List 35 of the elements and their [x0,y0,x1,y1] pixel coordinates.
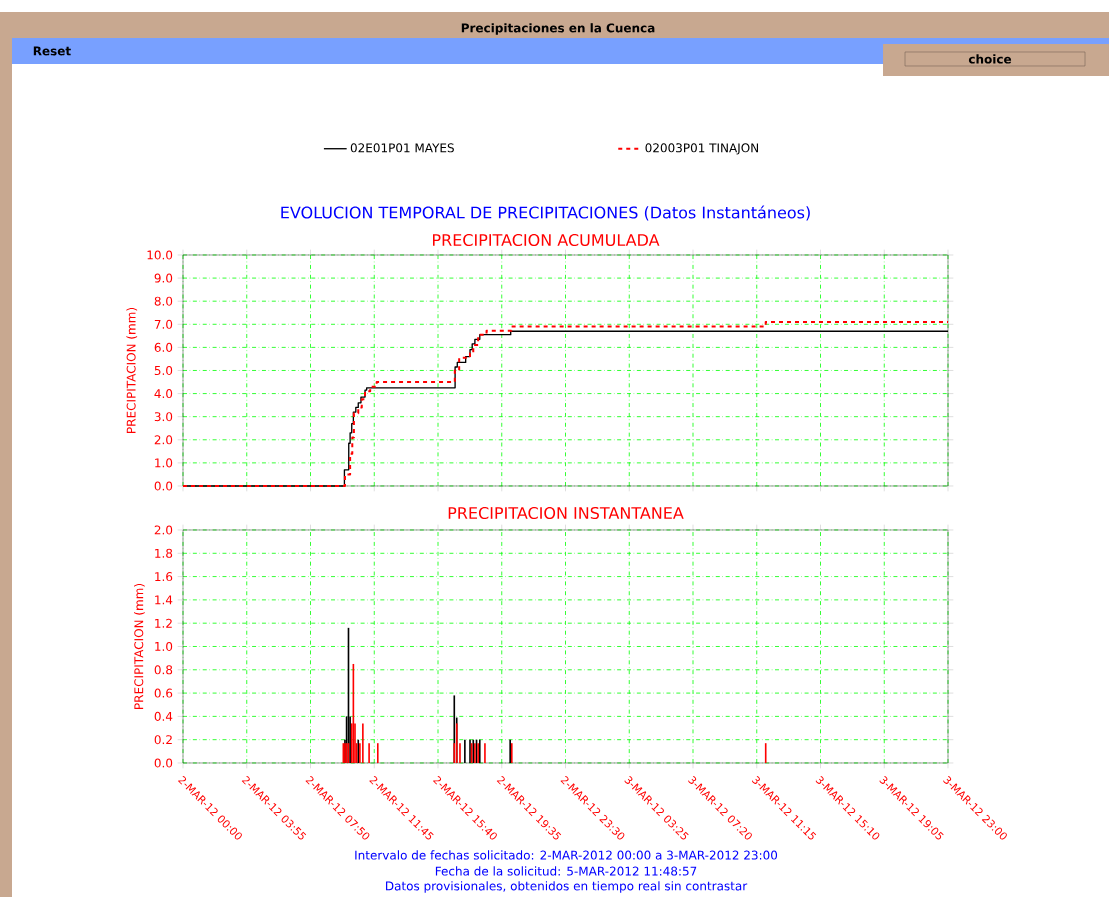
y-tick-label: 5.0 [154,365,173,375]
y-tick-label: 2.0 [154,525,173,535]
y-tick-label: 0.0 [154,481,173,491]
y-tick-label: 1.6 [155,571,173,582]
y-tick-label: 1.2 [155,618,172,628]
y-tick-label: 1.0 [155,641,173,651]
y-tick-label: 0.8 [154,665,173,675]
chart-title: EVOLUCION TEMPORAL DE PRECIPITACIONES (Datos Instantáneos) [281,205,810,221]
y-tick-label: 10.0 [147,250,173,260]
y-tick-label: 1.4 [155,595,173,605]
y-tick-label: 0.2 [154,735,172,745]
text: Intervalo de fechas solicitado: 2-MAR-2012 00:00 a 3-MAR-2012 23:00 [355,850,778,860]
y-tick-label: 1.0 [155,458,173,468]
y-tick-label: 6.0 [154,342,173,352]
y-axis-title: PRECIPITACION (mm) [134,583,145,709]
text: choice [968,54,1012,64]
legend-label: 02E01P01 MAYES [350,143,454,153]
text: Reset [33,46,71,56]
text: Fecha de la solicitud: 5-MAR-2012 11:48:57 [435,866,697,876]
y-tick-label: 2.0 [154,435,173,445]
y-tick-label: 0.6 [154,688,173,698]
chart-subtitle: PRECIPITACION ACUMULADA [433,233,660,246]
legend-label: 02003P01 TINAJON [645,143,758,155]
y-tick-label: 0.0 [154,758,173,768]
y-tick-label: 3.0 [154,412,173,422]
y-tick-label: 8.0 [154,296,173,306]
text: Datos provisionales, obtenidos en tiempo real sin contrastar [386,881,748,893]
y-tick-label: 9.0 [154,273,173,283]
y-tick-label: 7.0 [154,319,173,329]
y-tick-label: 1.8 [155,548,173,558]
chart-title: PRECIPITACION INSTANTANEA [448,506,684,519]
y-axis-title: PRECIPITACION (mm) [126,307,138,433]
text: Precipitaciones en la Cuenca [461,23,655,35]
y-tick-label: 4.0 [154,388,173,399]
y-tick-label: 0.4 [154,711,173,721]
